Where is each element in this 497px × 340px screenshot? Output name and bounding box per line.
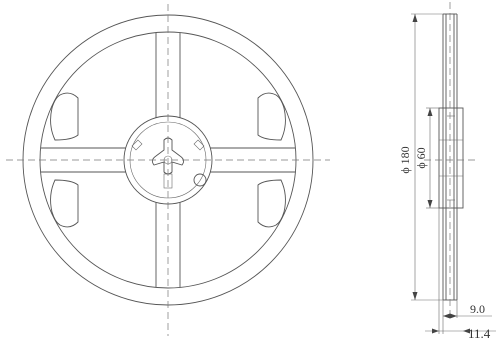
drive-hole xyxy=(193,173,207,187)
reel-side-view: ϕ 180 ϕ 60 9.0 11.4 xyxy=(398,2,496,340)
hub-diameter-label: ϕ 60 xyxy=(414,147,428,168)
reel-front-view xyxy=(6,4,330,336)
hub-notches xyxy=(131,139,205,151)
inner-width-label: 9.0 xyxy=(470,302,485,316)
outer-width-label: 11.4 xyxy=(468,326,491,340)
hub-section xyxy=(438,107,464,209)
flange-windows xyxy=(50,92,286,228)
arbor-hole xyxy=(151,137,185,175)
spokes xyxy=(41,33,295,287)
outer-diameter-label: ϕ 180 xyxy=(398,146,412,173)
